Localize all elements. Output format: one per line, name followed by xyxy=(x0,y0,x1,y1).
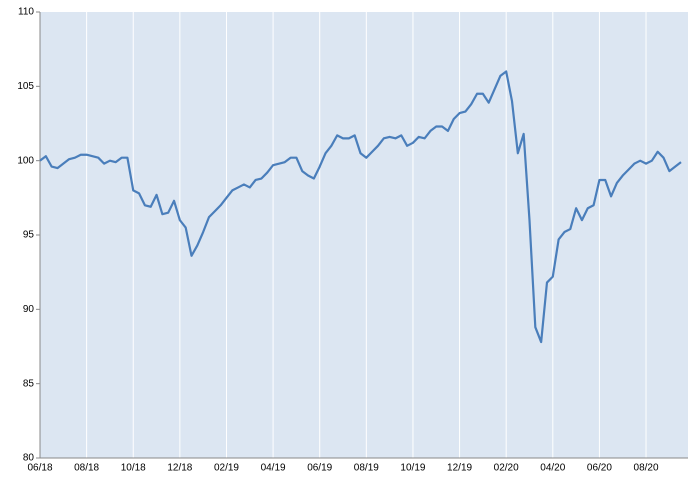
x-tick-label: 02/20 xyxy=(494,463,519,474)
x-tick-label: 06/18 xyxy=(27,463,52,474)
x-tick-label: 12/19 xyxy=(447,463,472,474)
x-tick-label: 02/19 xyxy=(214,463,239,474)
y-tick-label: 100 xyxy=(17,155,34,166)
x-tick-label: 06/19 xyxy=(307,463,332,474)
x-tick-label: 08/18 xyxy=(74,463,99,474)
x-tick-label: 10/19 xyxy=(400,463,425,474)
y-tick-label: 80 xyxy=(23,453,35,464)
x-tick-label: 04/19 xyxy=(261,463,286,474)
x-tick-label: 12/18 xyxy=(167,463,192,474)
y-tick-label: 110 xyxy=(18,7,34,18)
x-tick-label: 10/18 xyxy=(121,463,146,474)
plot-area xyxy=(40,12,688,458)
x-tick-label: 04/20 xyxy=(540,463,565,474)
y-tick-label: 85 xyxy=(23,378,35,389)
y-tick-label: 90 xyxy=(23,304,35,315)
y-tick-label: 105 xyxy=(17,81,34,92)
y-tick-label: 95 xyxy=(23,230,35,241)
x-tick-label: 08/19 xyxy=(354,463,379,474)
data-line xyxy=(39,70,682,344)
x-tick-label: 08/20 xyxy=(634,463,659,474)
x-tick-label: 06/20 xyxy=(587,463,612,474)
